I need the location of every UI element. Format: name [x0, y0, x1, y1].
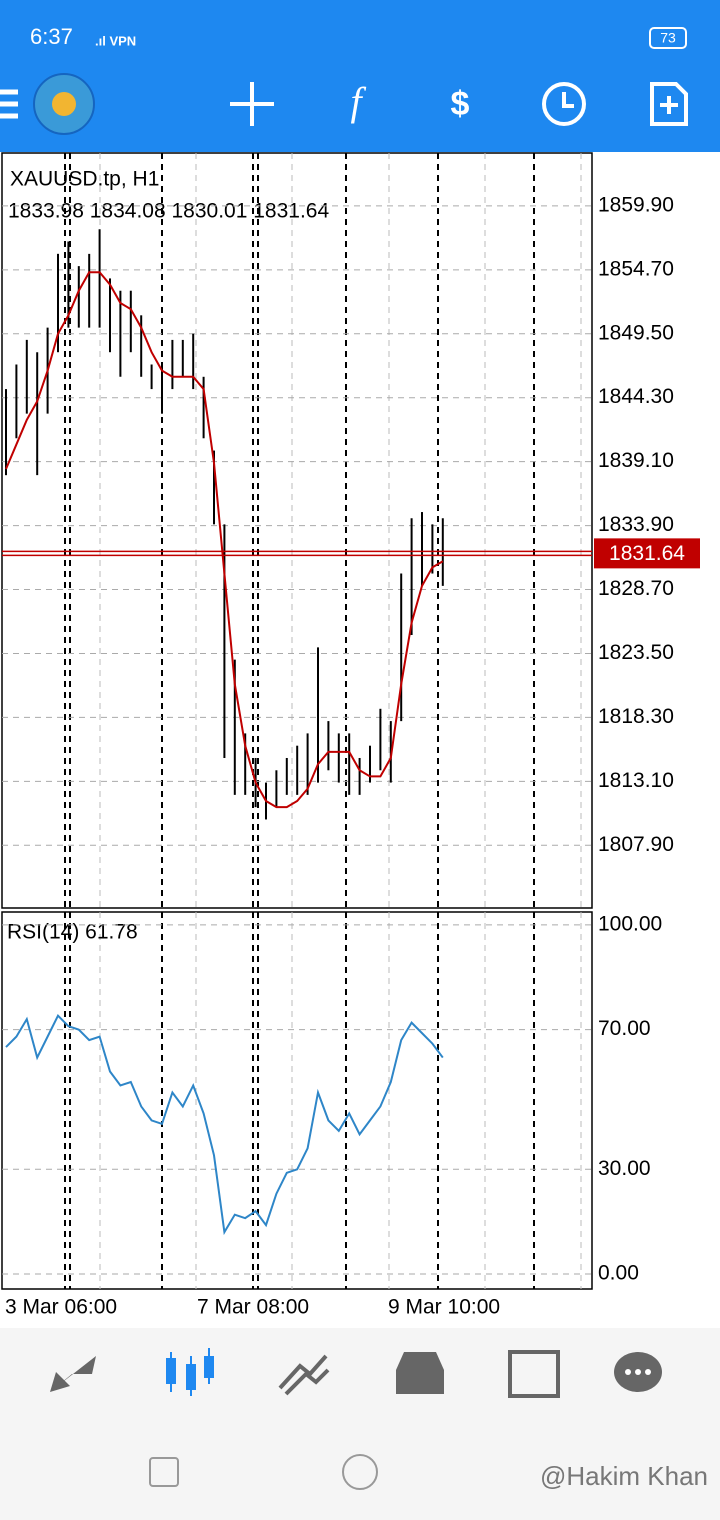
- y-tick-label: 100.00: [598, 912, 662, 935]
- news-tab[interactable]: [508, 1350, 560, 1398]
- y-tick-label: 1839.10: [598, 449, 674, 472]
- trade-icon[interactable]: $: [451, 85, 470, 123]
- rsi-line: [5, 1013, 444, 1236]
- y-tick-label: 1807.90: [598, 833, 674, 856]
- y-tick-label: 1859.90: [598, 193, 674, 216]
- symbol: XAUUSD.tp, H1: [10, 168, 159, 191]
- home-button[interactable]: [342, 1454, 378, 1490]
- x-label: 9 Mar 10:00: [388, 1296, 500, 1319]
- y-tick-label: 70.00: [598, 1017, 651, 1040]
- quotes-tab[interactable]: [50, 1356, 96, 1392]
- crosshair-icon[interactable]: [230, 82, 274, 126]
- chart-tab[interactable]: [166, 1348, 214, 1396]
- y-tick-label: 30.00: [598, 1157, 651, 1180]
- x-label: 3 Mar 06:00: [5, 1296, 117, 1319]
- rsi-panel: [1, 911, 593, 1290]
- top-bar: [0, 0, 720, 152]
- clock: 6:37: [30, 24, 73, 49]
- watermark: @Hakim Khan: [540, 1461, 708, 1491]
- y-tick-label: 0.00: [598, 1262, 639, 1285]
- y-tick-label: 1823.50: [598, 641, 674, 664]
- period-icon[interactable]: [542, 82, 586, 126]
- y-tick-label: 1828.70: [598, 577, 674, 600]
- x-label: 7 Mar 08:00: [197, 1296, 309, 1319]
- moving-average: [5, 271, 444, 809]
- last-price-tag: [594, 538, 700, 569]
- y-tick-label: 1849.50: [598, 321, 674, 344]
- template-icon[interactable]: [650, 82, 688, 126]
- battery-icon: [649, 27, 687, 49]
- app-logo-core: [52, 92, 76, 116]
- battery-level: 73: [660, 30, 676, 46]
- y-tick-label: 1833.90: [598, 513, 674, 536]
- history-tab[interactable]: [396, 1352, 444, 1394]
- ohlc: 1833.98 1834.08 1830.01 1831.64: [8, 200, 329, 223]
- last-price-label: 1831.64: [609, 542, 685, 565]
- y-tick-label: 1844.30: [598, 385, 674, 408]
- trade-tab[interactable]: [278, 1354, 330, 1396]
- period-separators: [64, 153, 582, 1289]
- y-tick-label: 1854.70: [598, 257, 674, 280]
- bottom-area: [0, 1328, 720, 1520]
- rsi-title: RSI(14) 61.78: [7, 921, 138, 944]
- recents-button[interactable]: [149, 1457, 179, 1487]
- signal-icon: .ıl VPN: [95, 33, 136, 48]
- y-tick-label: 1813.10: [598, 769, 674, 792]
- menu-icon[interactable]: [0, 89, 18, 119]
- y-tick-label: 1818.30: [598, 705, 674, 728]
- price-panel: [1, 152, 593, 909]
